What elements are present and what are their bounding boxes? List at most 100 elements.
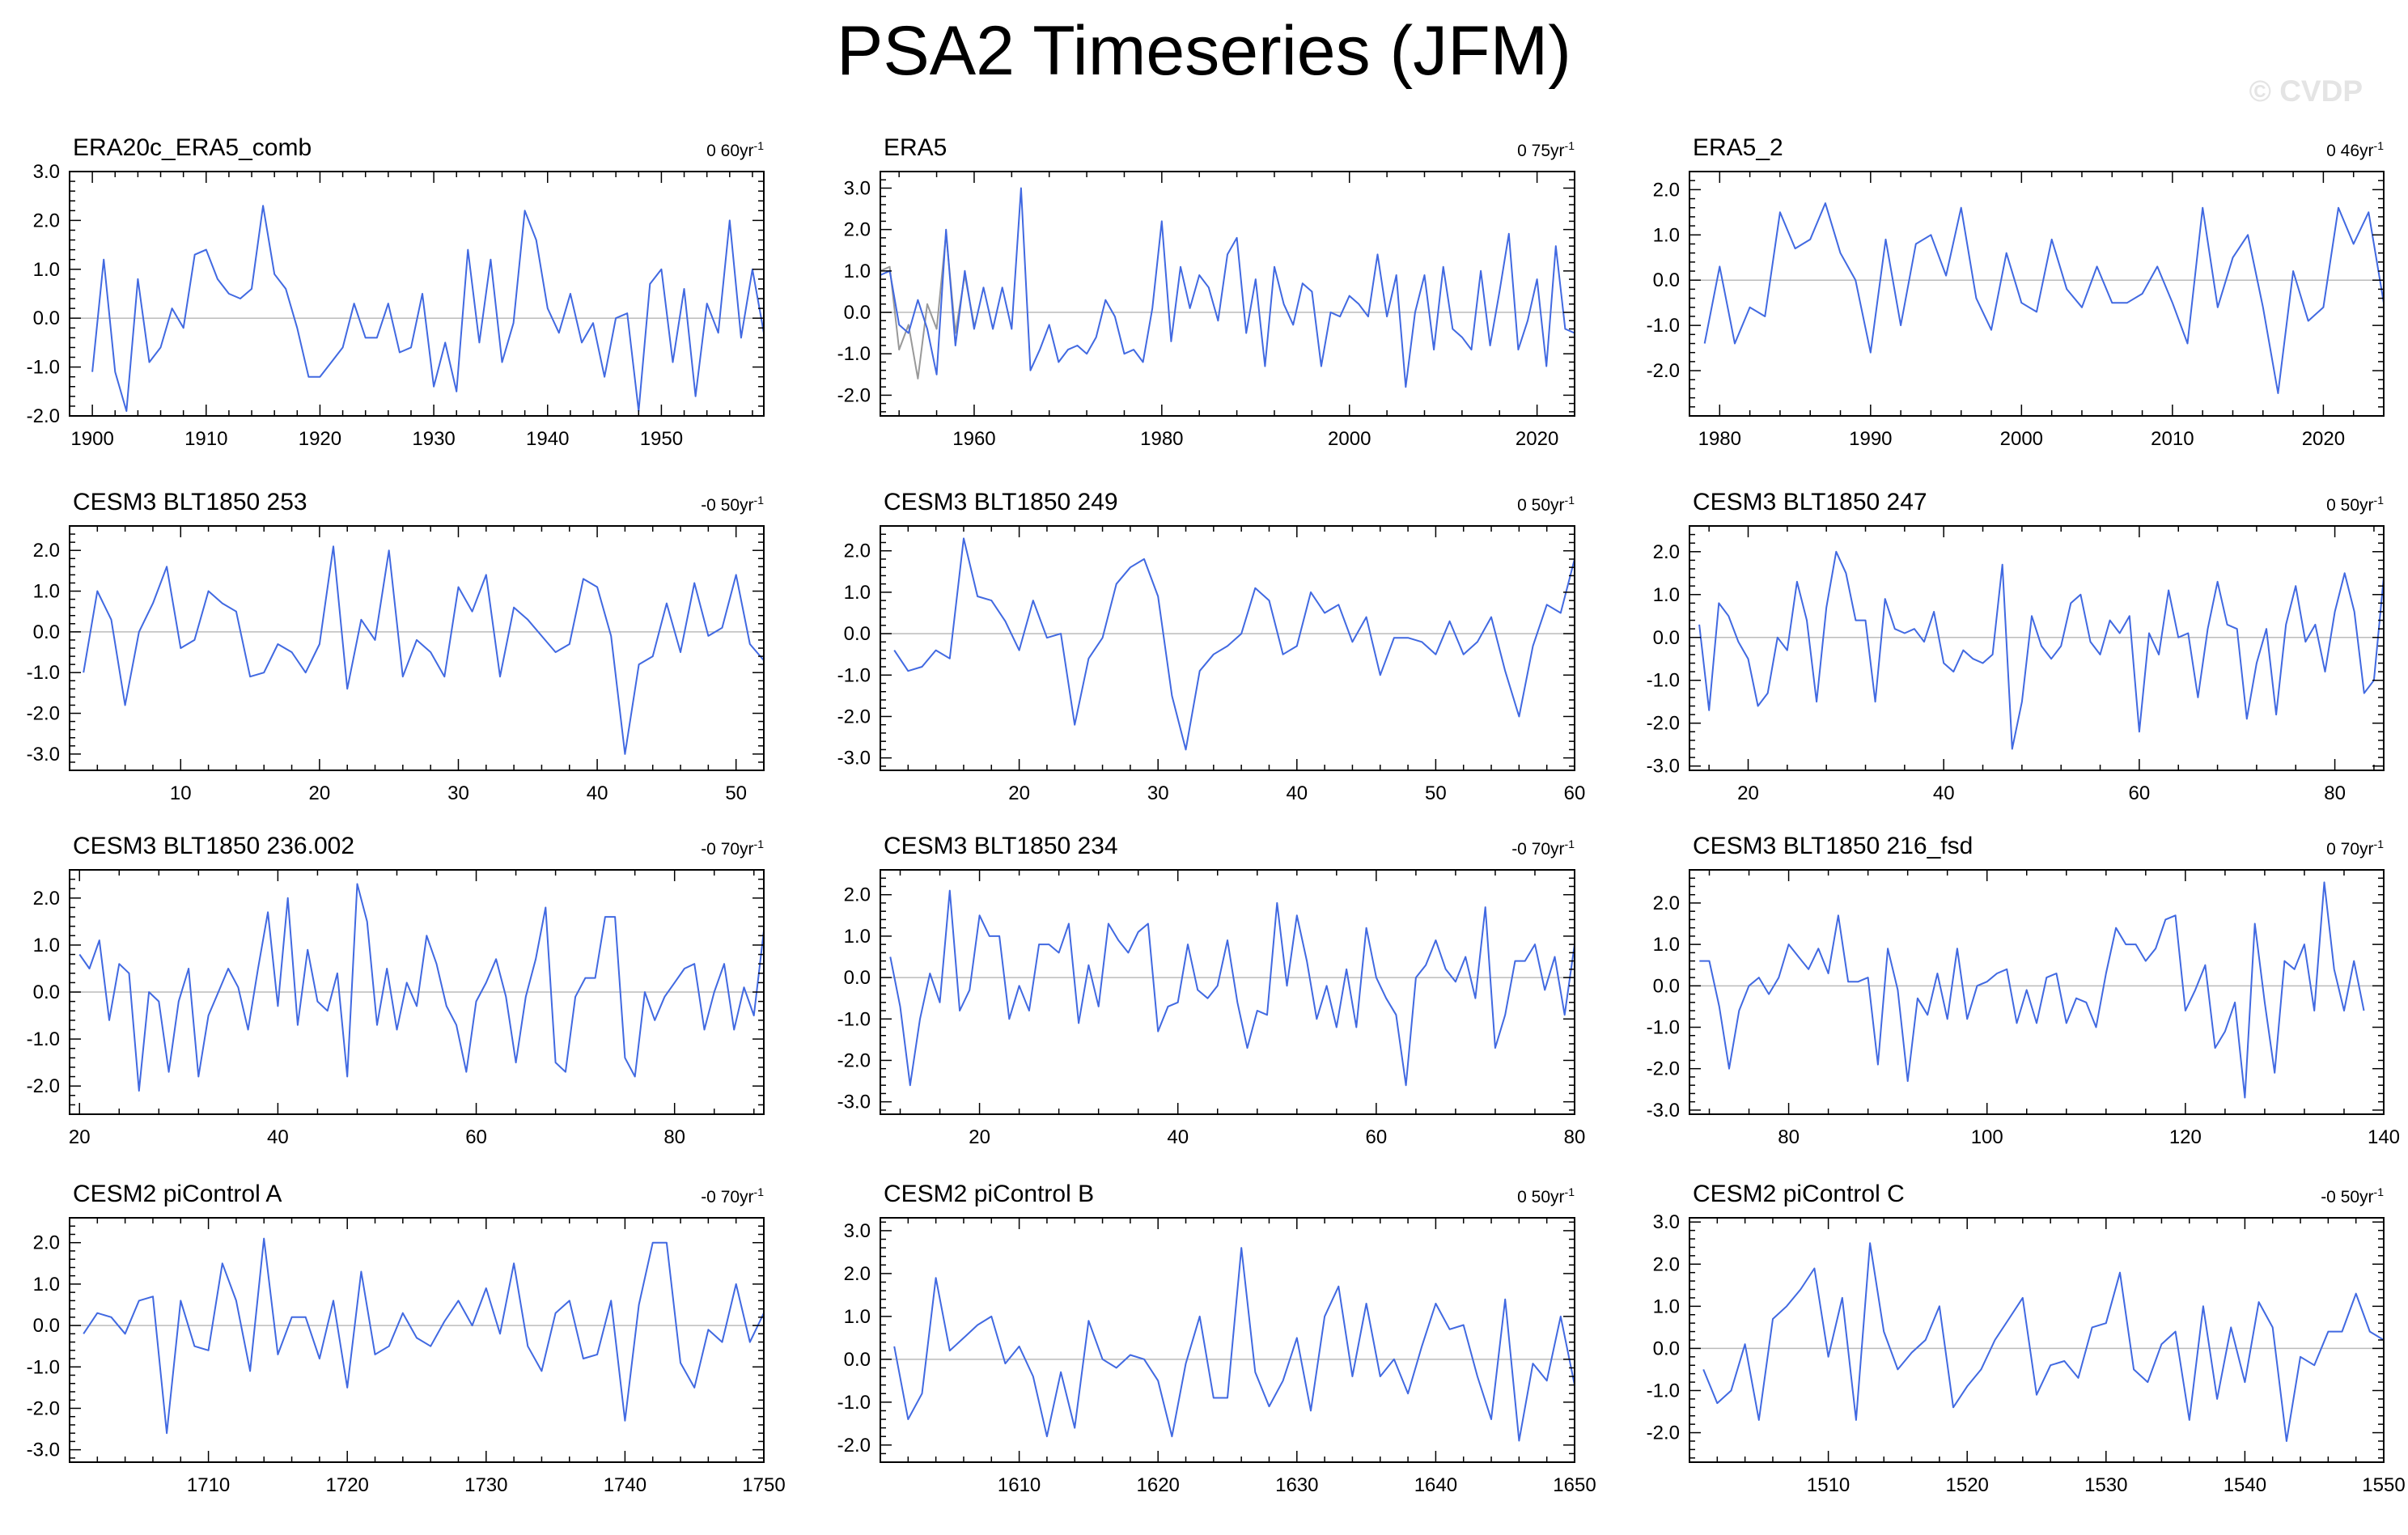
panel-title: CESM2 piControl C: [1693, 1181, 1905, 1207]
plot-frame: [69, 525, 765, 771]
panel-cesm2-picontrol-b: -2.0 -1.0 0.0 1.0 2.0 3.0 1610 1620 1630 1640 1650: [837, 1217, 1596, 1496]
y-tick-label: -2.0: [27, 1075, 60, 1097]
trend-unit: -1: [2373, 494, 2384, 507]
trend-value: -0 70yr: [701, 840, 754, 859]
x-tick-label: 40: [1167, 1126, 1189, 1148]
trend-unit: -1: [753, 837, 764, 850]
y-tick-label: -2.0: [837, 706, 871, 727]
trend-label: 0 50yr-1: [1413, 1185, 1575, 1207]
x-tick-label: 1650: [1553, 1474, 1596, 1496]
series-line: [83, 545, 765, 755]
y-tick-label: 1.0: [33, 1274, 60, 1295]
trend-label: 0 70yr-1: [2222, 837, 2384, 859]
x-tick-label: 80: [2324, 782, 2346, 804]
y-tick-label: 0.0: [844, 967, 871, 989]
panel-cesm3-blt1850-234: -3.0 -2.0 -1.0 0.0 1.0 2.0 20 40 60 80: [837, 869, 1585, 1148]
panel-title: CESM3 BLT1850 216_fsd: [1693, 833, 1973, 859]
panel-cesm3-blt1850-253: -3.0 -2.0 -1.0 0.0 1.0 2.0 10 20 30 40 50: [27, 525, 765, 804]
x-tick-label: 1980: [1140, 428, 1183, 450]
series-line: [83, 1237, 765, 1435]
y-tick-label: -1.0: [27, 1028, 60, 1050]
x-tick-label: 120: [2169, 1126, 2202, 1148]
y-tick-label: 0.0: [1653, 1338, 1680, 1359]
y-tick-label: -3.0: [837, 1092, 871, 1113]
trend-value: 0 60yr: [706, 142, 754, 160]
y-tick-label: 1.0: [844, 261, 871, 282]
x-tick-label: 1710: [187, 1474, 230, 1496]
x-tick-label: 1910: [184, 428, 227, 450]
y-tick-label: 0.0: [1653, 627, 1680, 649]
y-tick-label: 1.0: [33, 935, 60, 956]
y-tick-label: 1.0: [33, 581, 60, 603]
y-tick-label: -3.0: [27, 1440, 60, 1461]
y-tick-label: 1.0: [844, 1306, 871, 1328]
series-line: [1698, 550, 2385, 750]
trend-unit: -1: [753, 139, 764, 152]
y-tick-label: 3.0: [33, 161, 60, 183]
x-tick-label: 30: [1147, 782, 1169, 804]
panel-era20c-era5-comb: -2.0 -1.0 0.0 1.0 2.0 3.0 1900 1910 1920 1930 1940…: [27, 161, 765, 450]
trend-unit: -1: [2373, 837, 2384, 850]
y-tick-label: 0.0: [1653, 975, 1680, 997]
y-tick-label: 0.0: [844, 302, 871, 324]
y-tick-label: -1.0: [27, 357, 60, 379]
page-title: PSA2 Timeseries (JFM): [837, 12, 1571, 90]
plot-frame: [1689, 525, 2385, 771]
y-tick-label: -3.0: [837, 748, 871, 770]
trend-label: 0 46yr-1: [2222, 139, 2384, 161]
y-tick-label: -1.0: [27, 662, 60, 684]
plot-frame: [880, 869, 1575, 1115]
panel-cesm2-picontrol-c: -2.0 -1.0 0.0 1.0 2.0 3.0 1510 1520 1530 1540 1550: [1647, 1211, 2406, 1496]
trend-unit: -1: [753, 1185, 764, 1198]
y-tick-label: 1.0: [844, 582, 871, 604]
y-tick-label: 2.0: [1653, 893, 1680, 914]
trend-label: -0 70yr-1: [1413, 837, 1575, 859]
panel-title: CESM2 piControl A: [73, 1181, 282, 1207]
x-tick-label: 1550: [2362, 1474, 2405, 1496]
y-tick-label: -2.0: [1647, 360, 1680, 382]
plot-frame: [880, 171, 1575, 417]
panel-title: ERA5: [884, 134, 948, 161]
y-tick-label: 2.0: [33, 888, 60, 910]
y-tick-label: 0.0: [844, 623, 871, 645]
panel-title: CESM2 piControl B: [884, 1181, 1095, 1207]
trend-label: -0 70yr-1: [602, 837, 764, 859]
y-tick-label: -2.0: [27, 703, 60, 725]
trend-value: -0 70yr: [1511, 840, 1565, 859]
panel-era5: -2.0 -1.0 0.0 1.0 2.0 3.0 1960 1980 2000 2020: [837, 171, 1575, 450]
series-line: [91, 205, 765, 412]
panel-cesm3-blt1850-216-fsd: -3.0 -2.0 -1.0 0.0 1.0 2.0 80 100 120 140: [1647, 869, 2400, 1148]
x-tick-label: 1940: [526, 428, 569, 450]
x-tick-label: 50: [1425, 782, 1447, 804]
y-tick-label: -2.0: [1647, 713, 1680, 735]
y-tick-label: 3.0: [1653, 1211, 1680, 1233]
trend-value: -0 50yr: [701, 496, 754, 515]
y-tick-label: 0.0: [844, 1349, 871, 1371]
plot-frame: [1689, 869, 2385, 1115]
x-tick-label: 2020: [1516, 428, 1558, 450]
x-tick-label: 1740: [604, 1474, 647, 1496]
trend-value: 0 50yr: [1517, 496, 1565, 515]
x-tick-label: 40: [1286, 782, 1308, 804]
y-tick-label: 1.0: [1653, 1295, 1680, 1317]
x-tick-label: 60: [2129, 782, 2151, 804]
x-tick-label: 1530: [2084, 1474, 2127, 1496]
y-tick-label: 2.0: [33, 540, 60, 562]
x-tick-label: 20: [1008, 782, 1030, 804]
x-tick-label: 1620: [1137, 1474, 1180, 1496]
y-tick-label: 2.0: [844, 541, 871, 562]
x-tick-label: 2020: [2302, 428, 2345, 450]
x-tick-label: 1540: [2224, 1474, 2266, 1496]
trend-unit: -1: [1564, 837, 1575, 850]
trend-label: 0 60yr-1: [602, 139, 764, 161]
plot-frame: [69, 1217, 765, 1463]
x-tick-label: 40: [1933, 782, 1955, 804]
panel-title: CESM3 BLT1850 253: [73, 489, 307, 515]
trend-label: -0 50yr-1: [2222, 1185, 2384, 1207]
trend-value: 0 50yr: [2326, 496, 2374, 515]
y-tick-label: -1.0: [837, 1008, 871, 1030]
plot-frame: [880, 1217, 1575, 1463]
y-tick-label: 3.0: [844, 177, 871, 199]
x-tick-label: 20: [309, 782, 331, 804]
